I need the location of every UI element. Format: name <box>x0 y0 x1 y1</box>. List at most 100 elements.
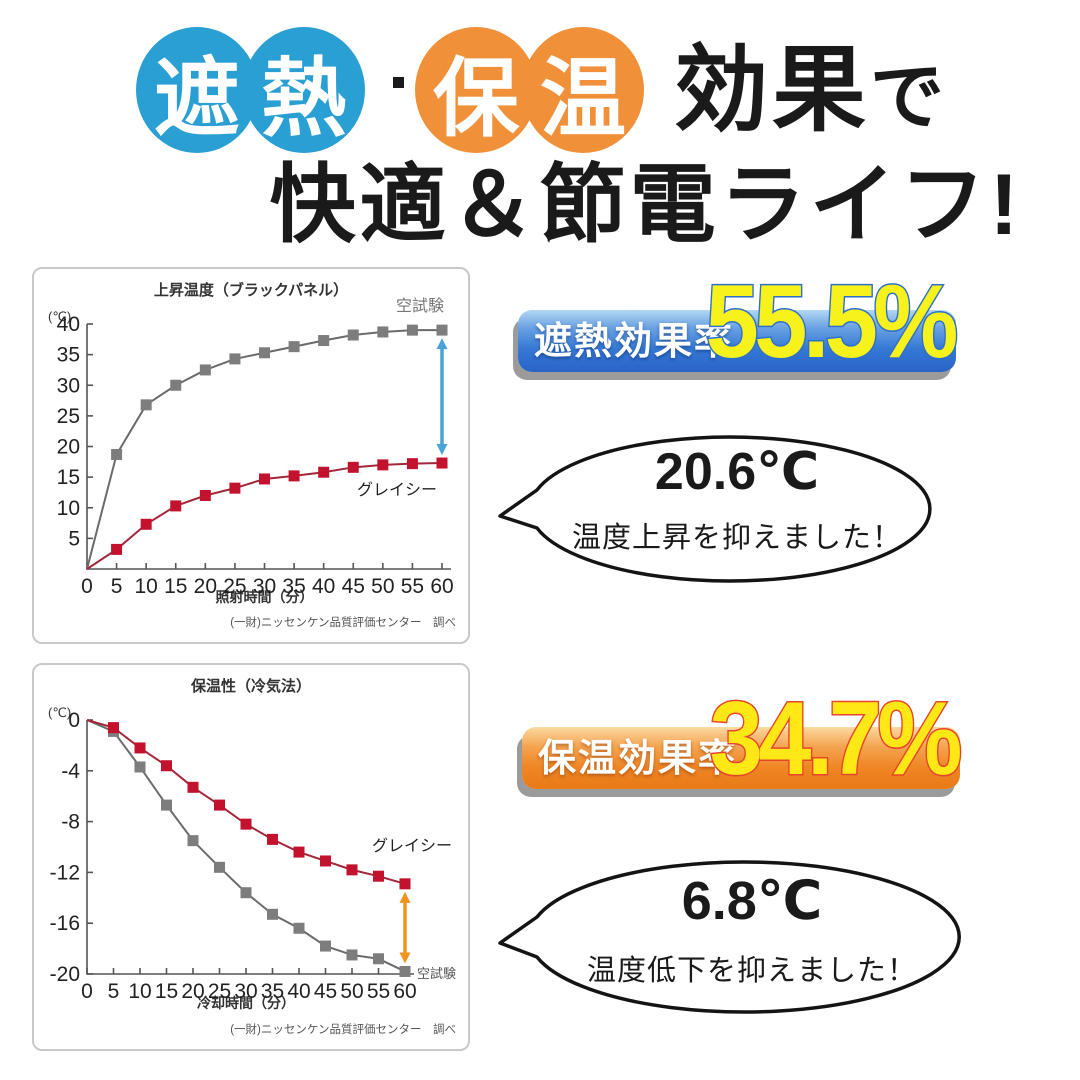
separator-dot-icon <box>392 76 404 88</box>
data-point-marker <box>240 818 252 830</box>
y-tick-label: 5 <box>68 527 80 550</box>
series-line-0 <box>86 329 442 570</box>
headline-suffix-large: 効果 <box>673 37 870 142</box>
x-axis-label: 冷却時間（分） <box>197 995 295 1011</box>
temperature-rise-chart: 上昇温度（ブラックパネル） (℃) 照射時間（分） (一財)ニッセンケン品質評価センタ… <box>48 281 456 629</box>
data-point-marker <box>399 965 411 977</box>
x-tick-label: 35 <box>261 980 284 1003</box>
x-tick-label: 20 <box>194 575 217 598</box>
data-point-marker <box>140 399 152 411</box>
x-tick-label: 40 <box>312 575 335 598</box>
x-tick-label: 25 <box>208 980 231 1003</box>
data-point-marker <box>111 448 123 460</box>
y-tick-label: 0 <box>68 709 80 732</box>
y-tick-label: 10 <box>57 497 80 520</box>
difference-arrow-head-top <box>399 891 411 903</box>
circle-char-shade-1: 遮 <box>135 27 258 153</box>
y-tick-label: -20 <box>50 963 80 986</box>
shade-effect-badge-value: 55.5% <box>704 264 960 380</box>
data-point-marker <box>373 953 384 965</box>
y-tick-label: -8 <box>61 811 80 834</box>
difference-arrow-head-top <box>436 338 448 350</box>
data-point-marker <box>346 949 358 961</box>
data-point-marker <box>214 799 225 811</box>
data-point-marker <box>288 341 300 353</box>
x-tick-label: 55 <box>367 980 390 1003</box>
data-point-marker <box>267 908 278 920</box>
series-label-1: グレイシー <box>372 837 452 855</box>
headline-first-line: 遮 熱 保 温 効果 で <box>0 24 1080 156</box>
headline-second-line: 快適＆節電ライフ! <box>269 157 1023 253</box>
x-tick-label: 60 <box>430 575 453 598</box>
difference-arrow-head-bottom <box>436 444 448 456</box>
x-tick-label: 15 <box>164 575 187 598</box>
x-tick-label: 10 <box>134 575 157 598</box>
headline-suffix-small: で <box>870 55 944 138</box>
warm-effect-badge: 保温効果率 34.7% <box>522 686 964 793</box>
data-point-marker <box>134 742 146 754</box>
header: 遮 熱 保 温 効果 で 快適＆節電ライフ! <box>0 24 1080 248</box>
circle-char-warm-1: 保 <box>414 27 537 153</box>
data-point-marker <box>170 500 182 512</box>
x-tick-label: 55 <box>401 575 424 598</box>
data-point-marker <box>373 870 384 882</box>
x-tick-label: 10 <box>128 980 151 1003</box>
shade-effect-badge: 遮熱効果率 55.5% <box>518 269 960 376</box>
source-note: (一財)ニッセンケン品質評価センター 調べ <box>230 615 456 629</box>
x-tick-label: 45 <box>314 980 337 1003</box>
data-point-marker <box>436 457 448 469</box>
data-point-marker <box>267 833 278 845</box>
x-tick-label: 0 <box>81 575 93 598</box>
shade-speech-bubble-shape <box>498 435 932 583</box>
x-tick-label: 45 <box>342 575 365 598</box>
y-tick-label: 25 <box>57 405 80 428</box>
x-tick-label: 25 <box>223 575 246 598</box>
data-point-marker <box>377 326 389 338</box>
source-note: (一財)ニッセンケン品質評価センター 調べ <box>230 1022 456 1036</box>
y-axis-unit: (℃) <box>48 309 71 324</box>
y-tick-label: 30 <box>57 374 80 397</box>
x-tick-label: 50 <box>340 980 363 1003</box>
shade-speech-bubble: 20.6℃ 温度上昇を抑えました！ <box>492 430 942 588</box>
y-tick-label: 40 <box>57 313 80 336</box>
warm-speech-bubble: 6.8℃ 温度低下を抑えました！ <box>492 855 972 1020</box>
data-point-marker <box>406 458 418 470</box>
shade-bubble-text: 温度上昇を抑えました！ <box>571 522 902 554</box>
data-point-marker <box>318 466 330 478</box>
data-point-marker <box>406 324 418 336</box>
data-point-marker <box>199 490 211 501</box>
data-point-marker <box>187 781 199 793</box>
y-tick-label: 15 <box>57 466 80 489</box>
data-point-marker <box>161 760 172 772</box>
axes <box>86 324 451 570</box>
x-tick-label: 15 <box>155 980 178 1003</box>
data-point-marker <box>436 324 448 336</box>
x-tick-label: 5 <box>111 575 123 598</box>
shade-effect-badge-label: 遮熱効果率 <box>534 321 735 363</box>
data-point-marker <box>399 878 411 890</box>
data-point-marker <box>199 364 211 376</box>
y-tick-label: -12 <box>50 861 80 884</box>
axes <box>86 720 414 975</box>
headline-suffix: 効果 で <box>674 43 944 137</box>
x-tick-label: 20 <box>181 980 204 1003</box>
data-point-marker <box>293 922 305 934</box>
series-label-0: 空試験 <box>396 297 444 315</box>
x-tick-label: 30 <box>234 980 257 1003</box>
warm-bubble-value: 6.8℃ <box>681 871 823 931</box>
x-axis-label: 照射時間（分） <box>216 589 314 605</box>
heat-retention-chart: 保温性（冷気法） (℃) 冷却時間（分） (一財)ニッセンケン品質評価センター 調べ 0… <box>48 677 456 1036</box>
circle-char-warm-2: 温 <box>521 27 644 153</box>
data-point-marker <box>288 470 300 482</box>
chart-title: 上昇温度（ブラックパネル） <box>154 281 348 299</box>
data-point-marker <box>293 846 305 858</box>
data-point-marker <box>229 353 241 365</box>
x-tick-label: 35 <box>282 575 305 598</box>
data-point-marker <box>111 543 123 555</box>
data-point-marker <box>108 722 119 734</box>
data-point-marker <box>259 473 270 485</box>
y-tick-label: -4 <box>61 760 80 783</box>
data-point-marker <box>240 887 252 899</box>
warm-bubble-text: 温度低下を抑えました！ <box>586 955 917 987</box>
